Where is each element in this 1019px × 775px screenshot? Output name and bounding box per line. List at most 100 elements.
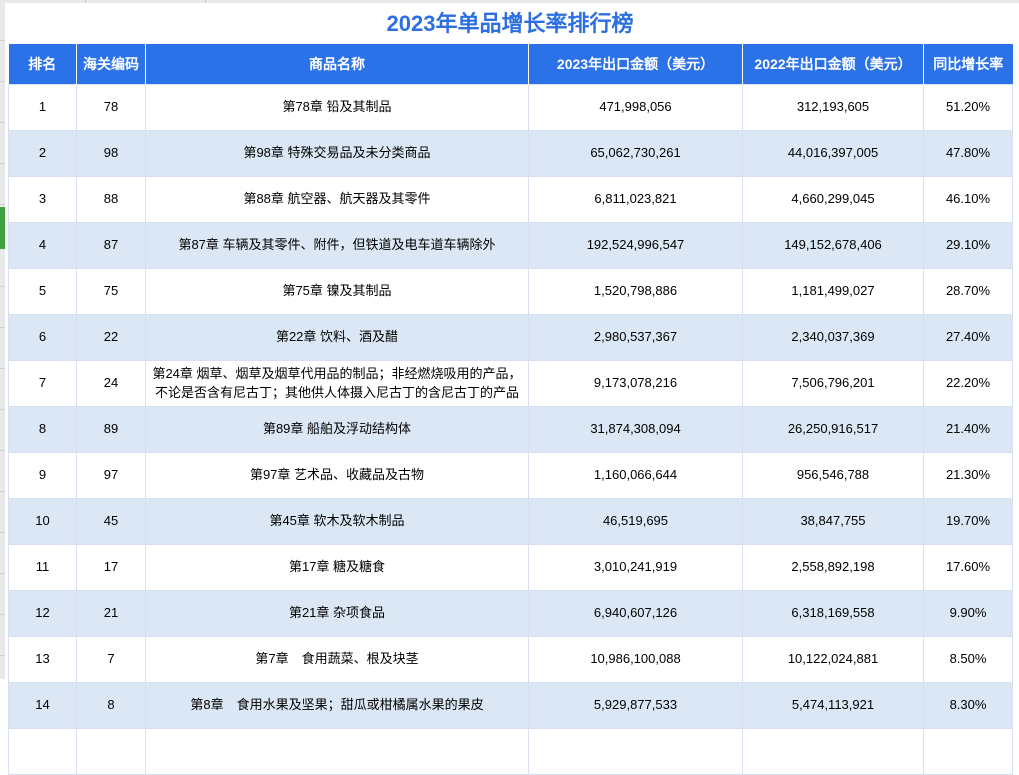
amount-2023-cell[interactable]: 6,811,023,821 bbox=[529, 177, 743, 223]
amount-2023-cell[interactable]: 46,519,695 bbox=[529, 499, 743, 545]
table-row[interactable]: 8 89 第89章 船舶及浮动结构体 31,874,308,094 26,250… bbox=[9, 407, 1013, 453]
table-row[interactable]: 3 88 第88章 航空器、航天器及其零件 6,811,023,821 4,66… bbox=[9, 177, 1013, 223]
growth-rate-cell[interactable]: 46.10% bbox=[924, 177, 1013, 223]
amount-2022-cell[interactable]: 149,152,678,406 bbox=[743, 223, 924, 269]
amount-2022-cell[interactable]: 4,660,299,045 bbox=[743, 177, 924, 223]
table-row[interactable]: 13 7 第7章 食用蔬菜、根及块茎 10,986,100,088 10,122… bbox=[9, 637, 1013, 683]
product-name-cell[interactable]: 第24章 烟草、烟草及烟草代用品的制品；非经燃烧吸用的产品，不论是否含有尼古丁；… bbox=[146, 361, 529, 407]
amount-2022-cell[interactable]: 5,474,113,921 bbox=[743, 683, 924, 729]
hs-code-cell[interactable]: 88 bbox=[77, 177, 146, 223]
hs-code-cell[interactable]: 24 bbox=[77, 361, 146, 407]
growth-rate-cell[interactable]: 29.10% bbox=[924, 223, 1013, 269]
hs-code-cell[interactable]: 22 bbox=[77, 315, 146, 361]
hs-code-cell[interactable]: 97 bbox=[77, 453, 146, 499]
amount-2022-cell[interactable]: 1,181,499,027 bbox=[743, 269, 924, 315]
product-name-cell[interactable]: 第8章 食用水果及坚果；甜瓜或柑橘属水果的果皮 bbox=[146, 683, 529, 729]
product-name-cell[interactable]: 第7章 食用蔬菜、根及块茎 bbox=[146, 637, 529, 683]
product-name-cell[interactable]: 第45章 软木及软木制品 bbox=[146, 499, 529, 545]
rank-cell[interactable]: 12 bbox=[9, 591, 77, 637]
amount-2022-cell[interactable]: 6,318,169,558 bbox=[743, 591, 924, 637]
growth-rate-cell[interactable]: 19.70% bbox=[924, 499, 1013, 545]
table-row[interactable]: 4 87 第87章 车辆及其零件、附件，但铁道及电车道车辆除外 192,524,… bbox=[9, 223, 1013, 269]
rank-cell[interactable]: 1 bbox=[9, 85, 77, 131]
rank-cell[interactable]: 14 bbox=[9, 683, 77, 729]
amount-2023-cell[interactable]: 31,874,308,094 bbox=[529, 407, 743, 453]
rank-cell[interactable]: 5 bbox=[9, 269, 77, 315]
growth-rate-cell[interactable]: 47.80% bbox=[924, 131, 1013, 177]
hs-code-cell[interactable]: 87 bbox=[77, 223, 146, 269]
amount-2022-cell[interactable]: 38,847,755 bbox=[743, 499, 924, 545]
hs-code-cell[interactable]: 89 bbox=[77, 407, 146, 453]
amount-2023-cell[interactable]: 1,160,066,644 bbox=[529, 453, 743, 499]
growth-rate-cell[interactable]: 21.30% bbox=[924, 453, 1013, 499]
product-name-cell[interactable]: 第75章 镍及其制品 bbox=[146, 269, 529, 315]
growth-rate-cell[interactable]: 8.50% bbox=[924, 637, 1013, 683]
rank-cell[interactable]: 9 bbox=[9, 453, 77, 499]
column-header-amount-2023[interactable]: 2023年出口金额（美元） bbox=[529, 44, 743, 85]
rank-cell[interactable]: 7 bbox=[9, 361, 77, 407]
rank-cell[interactable]: 6 bbox=[9, 315, 77, 361]
hs-code-cell[interactable]: 45 bbox=[77, 499, 146, 545]
growth-rate-cell[interactable]: 22.20% bbox=[924, 361, 1013, 407]
table-row[interactable]: 5 75 第75章 镍及其制品 1,520,798,886 1,181,499,… bbox=[9, 269, 1013, 315]
column-header-product[interactable]: 商品名称 bbox=[146, 44, 529, 85]
table-row[interactable]: 12 21 第21章 杂项食品 6,940,607,126 6,318,169,… bbox=[9, 591, 1013, 637]
column-header-rank[interactable]: 排名 bbox=[9, 44, 77, 85]
amount-2023-cell[interactable]: 2,980,537,367 bbox=[529, 315, 743, 361]
product-name-cell[interactable]: 第17章 糖及糖食 bbox=[146, 545, 529, 591]
amount-2023-cell[interactable]: 10,986,100,088 bbox=[529, 637, 743, 683]
rank-cell[interactable]: 11 bbox=[9, 545, 77, 591]
growth-rate-cell[interactable]: 51.20% bbox=[924, 85, 1013, 131]
product-name-cell[interactable]: 第78章 铅及其制品 bbox=[146, 85, 529, 131]
amount-2022-cell[interactable]: 2,558,892,198 bbox=[743, 545, 924, 591]
rank-cell[interactable] bbox=[9, 729, 77, 775]
table-row[interactable]: 10 45 第45章 软木及软木制品 46,519,695 38,847,755… bbox=[9, 499, 1013, 545]
table-row[interactable]: 6 22 第22章 饮料、酒及醋 2,980,537,367 2,340,037… bbox=[9, 315, 1013, 361]
rank-cell[interactable]: 3 bbox=[9, 177, 77, 223]
partial-row[interactable] bbox=[9, 729, 1013, 775]
rank-cell[interactable]: 2 bbox=[9, 131, 77, 177]
hs-code-cell[interactable]: 17 bbox=[77, 545, 146, 591]
hs-code-cell[interactable]: 21 bbox=[77, 591, 146, 637]
product-name-cell[interactable]: 第87章 车辆及其零件、附件，但铁道及电车道车辆除外 bbox=[146, 223, 529, 269]
table-row[interactable]: 2 98 第98章 特殊交易品及未分类商品 65,062,730,261 44,… bbox=[9, 131, 1013, 177]
table-row[interactable]: 11 17 第17章 糖及糖食 3,010,241,919 2,558,892,… bbox=[9, 545, 1013, 591]
amount-2022-cell[interactable]: 10,122,024,881 bbox=[743, 637, 924, 683]
product-name-cell[interactable]: 第22章 饮料、酒及醋 bbox=[146, 315, 529, 361]
amount-2023-cell[interactable]: 1,520,798,886 bbox=[529, 269, 743, 315]
hs-code-cell[interactable]: 7 bbox=[77, 637, 146, 683]
growth-rate-cell[interactable]: 9.90% bbox=[924, 591, 1013, 637]
amount-2022-cell[interactable]: 956,546,788 bbox=[743, 453, 924, 499]
amount-2022-cell[interactable]: 26,250,916,517 bbox=[743, 407, 924, 453]
table-row[interactable]: 14 8 第8章 食用水果及坚果；甜瓜或柑橘属水果的果皮 5,929,877,5… bbox=[9, 683, 1013, 729]
amount-2023-cell[interactable]: 6,940,607,126 bbox=[529, 591, 743, 637]
amount-2022-cell[interactable]: 2,340,037,369 bbox=[743, 315, 924, 361]
growth-rate-cell[interactable]: 27.40% bbox=[924, 315, 1013, 361]
rank-cell[interactable]: 10 bbox=[9, 499, 77, 545]
product-name-cell[interactable]: 第97章 艺术品、收藏品及古物 bbox=[146, 453, 529, 499]
amount-2023-cell[interactable]: 9,173,078,216 bbox=[529, 361, 743, 407]
column-header-growth-rate[interactable]: 同比增长率 bbox=[924, 44, 1013, 85]
product-name-cell[interactable]: 第88章 航空器、航天器及其零件 bbox=[146, 177, 529, 223]
hs-code-cell[interactable]: 98 bbox=[77, 131, 146, 177]
hs-code-cell[interactable]: 8 bbox=[77, 683, 146, 729]
hs-code-cell[interactable]: 78 bbox=[77, 85, 146, 131]
amount-2023-cell[interactable]: 5,929,877,533 bbox=[529, 683, 743, 729]
column-header-hs-code[interactable]: 海关编码 bbox=[77, 44, 146, 85]
column-header-amount-2022[interactable]: 2022年出口金额（美元） bbox=[743, 44, 924, 85]
rank-cell[interactable]: 8 bbox=[9, 407, 77, 453]
amount-2023-cell[interactable]: 471,998,056 bbox=[529, 85, 743, 131]
rank-cell[interactable]: 4 bbox=[9, 223, 77, 269]
growth-rate-cell[interactable] bbox=[924, 729, 1013, 775]
amount-2023-cell[interactable]: 192,524,996,547 bbox=[529, 223, 743, 269]
amount-2023-cell[interactable] bbox=[529, 729, 743, 775]
amount-2022-cell[interactable] bbox=[743, 729, 924, 775]
amount-2022-cell[interactable]: 44,016,397,005 bbox=[743, 131, 924, 177]
product-name-cell[interactable]: 第98章 特殊交易品及未分类商品 bbox=[146, 131, 529, 177]
amount-2023-cell[interactable]: 65,062,730,261 bbox=[529, 131, 743, 177]
amount-2022-cell[interactable]: 7,506,796,201 bbox=[743, 361, 924, 407]
product-name-cell[interactable] bbox=[146, 729, 529, 775]
growth-rate-cell[interactable]: 28.70% bbox=[924, 269, 1013, 315]
product-name-cell[interactable]: 第21章 杂项食品 bbox=[146, 591, 529, 637]
hs-code-cell[interactable] bbox=[77, 729, 146, 775]
